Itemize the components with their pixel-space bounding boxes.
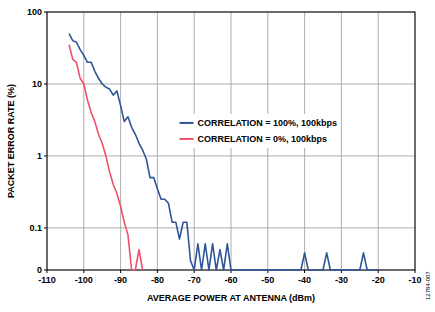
legend-swatch (179, 122, 193, 124)
series-line (69, 34, 378, 270)
x-tick-label: -60 (224, 275, 237, 285)
x-tick-label: -30 (335, 275, 348, 285)
plot-frame (47, 12, 415, 270)
x-grid-line (157, 12, 158, 270)
axes: -110-100-90-80-70-60-50-40-30-20-1000.11… (27, 7, 422, 285)
y-tick (44, 83, 47, 84)
y-tick-label: 0.1 (29, 223, 42, 233)
plot-area (69, 34, 378, 270)
legend-label: CORRELATION = 100%, 100kbps (197, 118, 337, 128)
x-grid-line (341, 12, 342, 270)
y-tick (44, 12, 47, 13)
y-tick-label: 0 (37, 265, 42, 275)
x-tick-label: -20 (372, 275, 385, 285)
y-tick (44, 155, 47, 156)
x-tick-label: -10 (408, 275, 421, 285)
y-tick-label: 100 (27, 7, 42, 17)
x-tick (415, 270, 416, 273)
x-tick (304, 270, 305, 273)
background (0, 0, 435, 312)
series-line (69, 45, 143, 270)
legend-background (176, 114, 338, 148)
x-tick (157, 270, 158, 273)
x-tick-label: -90 (114, 275, 127, 285)
y-tick (44, 270, 47, 271)
x-grid-line (120, 12, 121, 270)
x-tick-label: -70 (188, 275, 201, 285)
y-tick-label: 10 (32, 79, 42, 89)
x-axis-title: AVERAGE POWER AT ANTENNA (dBm) (147, 293, 315, 303)
legend: CORRELATION = 100%, 100kbps CORRELATION =… (176, 114, 338, 148)
legend-swatch (179, 138, 193, 140)
figure-code: 12784-007 (425, 271, 431, 300)
x-tick-label: -40 (298, 275, 311, 285)
legend-label: CORRELATION = 0%, 100kbps (197, 134, 327, 144)
x-grid-line (378, 12, 379, 270)
chart: -110-100-90-80-70-60-50-40-30-20-1000.11… (0, 0, 435, 312)
grid (47, 12, 415, 270)
y-grid-line (47, 227, 415, 228)
x-tick (83, 270, 84, 273)
y-tick-label: 1 (37, 151, 42, 161)
y-grid-line (47, 155, 415, 156)
x-tick (120, 270, 121, 273)
x-grid-line (83, 12, 84, 270)
x-tick-label: -80 (151, 275, 164, 285)
y-tick (44, 227, 47, 228)
x-tick-label: -110 (38, 275, 56, 285)
y-axis-title: PACKET ERROR RATE (%) (6, 84, 16, 198)
x-tick-label: -100 (75, 275, 93, 285)
x-tick-label: -50 (261, 275, 274, 285)
